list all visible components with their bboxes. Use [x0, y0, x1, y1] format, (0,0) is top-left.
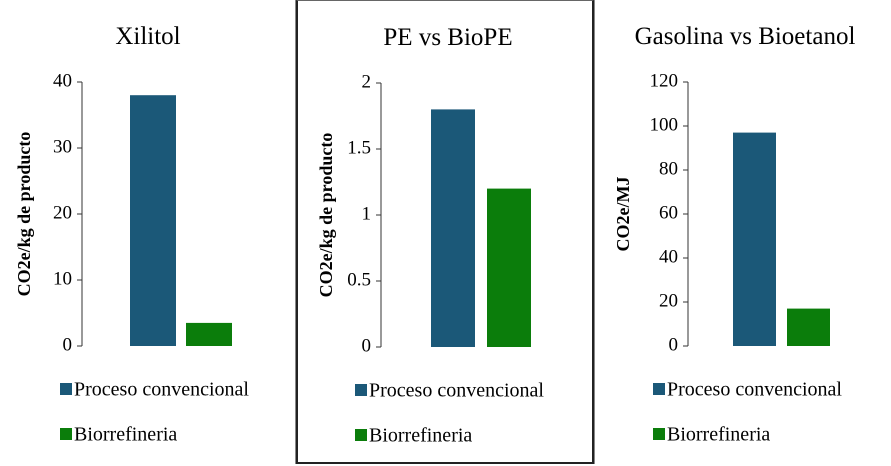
bar-biorrefineria — [487, 188, 531, 347]
chart-title: PE vs BioPE — [383, 24, 512, 51]
y-tick-label: 20 — [53, 202, 72, 223]
bar-biorrefineria — [787, 308, 830, 346]
legend-swatch-proceso-convencional — [60, 383, 72, 395]
y-tick-label: 30 — [53, 136, 72, 157]
bar-biorrefineria — [186, 322, 232, 346]
y-tick-label: 1 — [362, 203, 372, 224]
y-tick-label: 0 — [63, 334, 73, 355]
chart-panel-gasolina-vs-bioetanol: Gasolina vs Bioetanol CO2e/MJ 0 20 40 60 80 100… — [594, 0, 891, 464]
legend-swatch-biorrefineria — [653, 428, 665, 440]
chart-panel-xilitol: Xilitol CO2e/kg de producto 0 10 20 30 40 Proce… — [0, 0, 296, 464]
chart-title: Xilitol — [115, 23, 180, 50]
y-axis-label: CO2e/kg de producto — [14, 132, 34, 297]
y-tick-label: 0 — [362, 335, 372, 356]
y-axis-label: CO2e/kg de producto — [316, 133, 336, 298]
y-tick-label: 10 — [53, 268, 72, 289]
y-tick-label: 0.5 — [347, 269, 371, 290]
bar-proceso-convencional — [130, 95, 176, 346]
y-tick-label: 100 — [650, 114, 679, 135]
legend-swatch-biorrefineria — [60, 428, 72, 440]
y-axis-label: CO2e/MJ — [613, 177, 633, 252]
chart-title: Gasolina vs Bioetanol — [635, 23, 856, 50]
y-tick-label: 1.5 — [347, 137, 371, 158]
chart-panel-pe-vs-biope: PE vs BioPE CO2e/kg de producto 0 0.5 1 1.5 2 P… — [296, 0, 594, 464]
y-tick-label: 0 — [669, 334, 679, 355]
legend-label-proceso-convencional: Proceso convencional — [74, 379, 249, 401]
legend-label-biorrefineria: Biorrefineria — [74, 424, 177, 446]
legend-label-biorrefineria: Biorrefineria — [667, 424, 770, 446]
legend-label-biorrefineria: Biorrefineria — [369, 425, 472, 447]
y-tick-label: 60 — [659, 202, 678, 223]
chart-pe-vs-biope: PE vs BioPE CO2e/kg de producto 0 0.5 1 1.5 2 P… — [316, 24, 544, 447]
chart-xilitol: Xilitol CO2e/kg de producto 0 10 20 30 40 Proce… — [14, 23, 249, 446]
legend-swatch-proceso-convencional — [653, 383, 665, 395]
y-tick-label: 80 — [659, 158, 678, 179]
y-tick-label: 40 — [659, 246, 678, 267]
y-tick-label: 2 — [362, 71, 372, 92]
chart-gasolina-vs-bioetanol: Gasolina vs Bioetanol CO2e/MJ 0 20 40 60 80 100… — [613, 23, 856, 446]
y-tick-label: 20 — [659, 290, 678, 311]
y-tick-label: 40 — [53, 70, 72, 91]
legend-label-proceso-convencional: Proceso convencional — [369, 380, 544, 402]
y-tick-label: 120 — [650, 70, 679, 91]
bar-proceso-convencional — [733, 132, 776, 346]
legend-swatch-proceso-convencional — [355, 384, 367, 396]
bar-proceso-convencional — [431, 109, 475, 348]
legend-swatch-biorrefineria — [355, 429, 367, 441]
legend-label-proceso-convencional: Proceso convencional — [667, 379, 842, 401]
